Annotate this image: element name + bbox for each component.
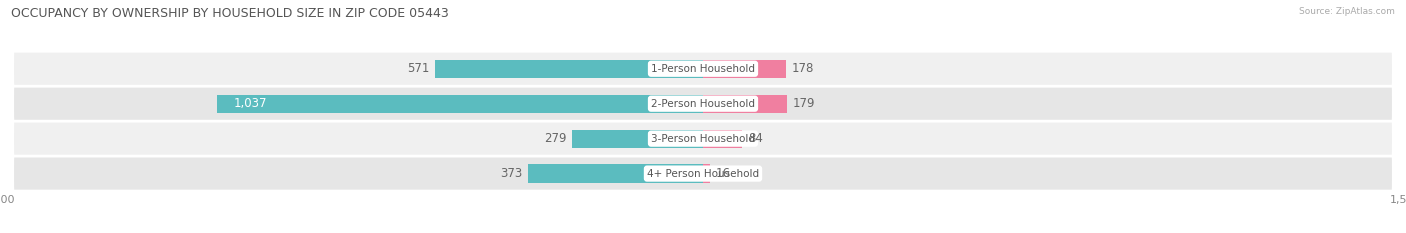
Text: 1,037: 1,037 [233, 97, 267, 110]
Bar [572, 130, 703, 148]
Text: 4+ Person Household: 4+ Person Household [647, 169, 759, 178]
Text: 178: 178 [792, 62, 814, 75]
FancyBboxPatch shape [14, 158, 1392, 190]
Text: 373: 373 [501, 167, 523, 180]
Bar [436, 60, 703, 78]
FancyBboxPatch shape [14, 53, 1392, 85]
FancyBboxPatch shape [14, 88, 1392, 120]
Bar [703, 95, 787, 113]
Text: 279: 279 [544, 132, 567, 145]
Text: 84: 84 [748, 132, 763, 145]
Text: 3-Person Household: 3-Person Household [651, 134, 755, 144]
Bar [529, 164, 703, 183]
Text: OCCUPANCY BY OWNERSHIP BY HOUSEHOLD SIZE IN ZIP CODE 05443: OCCUPANCY BY OWNERSHIP BY HOUSEHOLD SIZE… [11, 7, 449, 20]
Bar [703, 130, 742, 148]
Text: Source: ZipAtlas.com: Source: ZipAtlas.com [1299, 7, 1395, 16]
Text: 179: 179 [793, 97, 815, 110]
Bar [217, 95, 703, 113]
Text: 1-Person Household: 1-Person Household [651, 64, 755, 74]
Text: 2-Person Household: 2-Person Household [651, 99, 755, 109]
Bar [703, 60, 786, 78]
FancyBboxPatch shape [14, 123, 1392, 155]
Text: 16: 16 [716, 167, 731, 180]
Text: 571: 571 [408, 62, 430, 75]
Bar [703, 164, 710, 183]
